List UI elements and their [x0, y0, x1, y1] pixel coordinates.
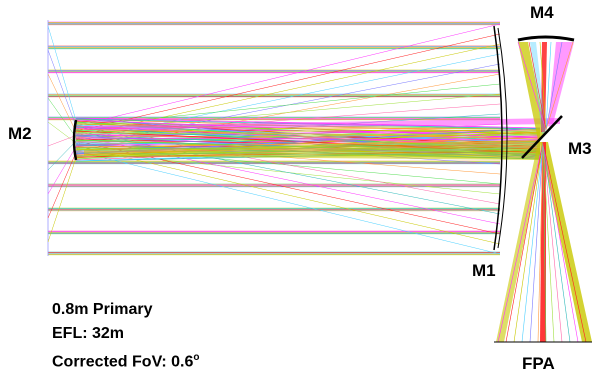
primary-spec: 0.8m Primary — [52, 298, 199, 322]
m1-label: M1 — [472, 261, 496, 281]
reflected-ray — [76, 151, 500, 254]
telescope-specs: 0.8m Primary EFL: 32m Corrected FoV: 0.6… — [52, 298, 199, 374]
edge-ray — [48, 146, 80, 242]
reflected-ray — [76, 24, 500, 126]
m2-label: M2 — [8, 124, 32, 144]
degree-superscript: o — [193, 352, 199, 363]
fpa-label: FPA — [522, 354, 555, 374]
m4-label: M4 — [530, 3, 554, 23]
fov-spec: Corrected FoV: 0.6o — [52, 346, 199, 374]
fov-text: Corrected FoV: 0.6 — [52, 353, 193, 370]
relay-magenta — [548, 42, 574, 128]
m4-quaternary-mirror — [518, 37, 574, 40]
m3-label: M3 — [568, 139, 592, 159]
fpa-ray — [543, 142, 586, 342]
fpa-beam-fans — [496, 142, 592, 342]
efl-spec: EFL: 32m — [52, 322, 199, 346]
fpa-ray — [506, 142, 543, 342]
m2-secondary-mirror — [74, 120, 76, 160]
